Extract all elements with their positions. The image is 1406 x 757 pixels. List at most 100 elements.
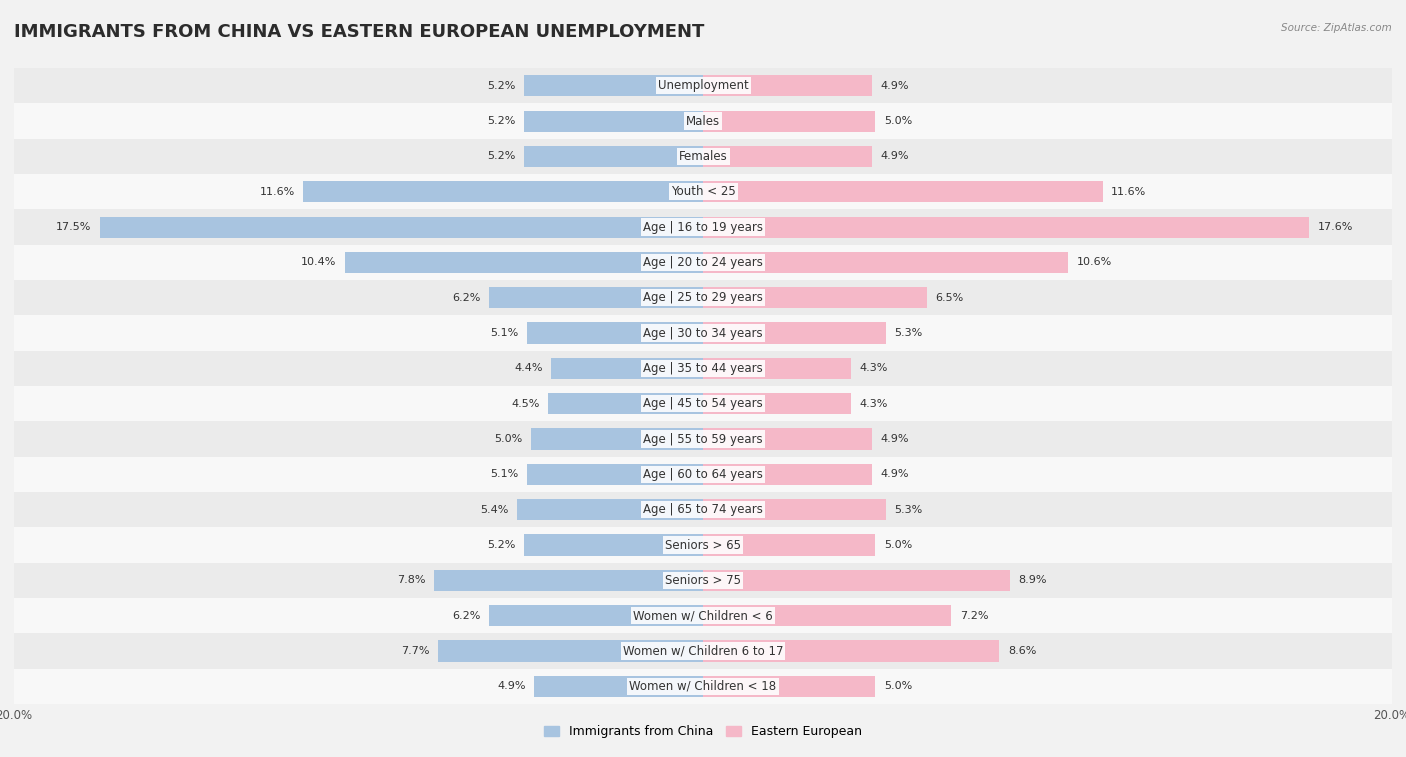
Text: IMMIGRANTS FROM CHINA VS EASTERN EUROPEAN UNEMPLOYMENT: IMMIGRANTS FROM CHINA VS EASTERN EUROPEA… [14,23,704,41]
Bar [14,634,1392,668]
Text: 7.7%: 7.7% [401,646,429,656]
Bar [703,252,1069,273]
Text: 4.9%: 4.9% [880,151,908,161]
Bar [703,640,1000,662]
Bar [534,676,703,697]
Text: Age | 25 to 29 years: Age | 25 to 29 years [643,291,763,304]
Text: Source: ZipAtlas.com: Source: ZipAtlas.com [1281,23,1392,33]
Text: 10.4%: 10.4% [301,257,336,267]
Text: 5.2%: 5.2% [486,540,515,550]
Bar [703,570,1010,591]
Text: Age | 55 to 59 years: Age | 55 to 59 years [643,432,763,446]
Bar [14,456,1392,492]
Text: Age | 20 to 24 years: Age | 20 to 24 years [643,256,763,269]
Text: 5.2%: 5.2% [486,81,515,91]
Text: 6.5%: 6.5% [935,293,963,303]
Bar [524,111,703,132]
Text: Females: Females [679,150,727,163]
Bar [14,139,1392,174]
Text: 17.6%: 17.6% [1317,222,1353,232]
Bar [14,68,1392,104]
Text: 11.6%: 11.6% [1111,187,1146,197]
Text: Age | 65 to 74 years: Age | 65 to 74 years [643,503,763,516]
Text: 5.3%: 5.3% [894,505,922,515]
Bar [14,598,1392,634]
Bar [14,562,1392,598]
Bar [437,640,703,662]
Text: 5.0%: 5.0% [494,434,522,444]
Text: 4.9%: 4.9% [880,434,908,444]
Text: 4.9%: 4.9% [880,81,908,91]
Text: Age | 35 to 44 years: Age | 35 to 44 years [643,362,763,375]
Text: 4.9%: 4.9% [880,469,908,479]
Text: 5.2%: 5.2% [486,151,515,161]
Text: 6.2%: 6.2% [453,293,481,303]
Bar [489,287,703,308]
Text: Unemployment: Unemployment [658,79,748,92]
Bar [703,605,950,626]
Bar [703,393,851,414]
Bar [551,358,703,379]
Bar [14,668,1392,704]
Text: Males: Males [686,114,720,128]
Bar [703,322,886,344]
Text: 6.2%: 6.2% [453,611,481,621]
Text: 5.0%: 5.0% [884,540,912,550]
Text: 5.2%: 5.2% [486,116,515,126]
Text: 11.6%: 11.6% [260,187,295,197]
Text: 5.1%: 5.1% [491,469,519,479]
Bar [304,181,703,202]
Bar [703,358,851,379]
Bar [489,605,703,626]
Bar [703,464,872,485]
Text: Seniors > 65: Seniors > 65 [665,538,741,552]
Text: 5.0%: 5.0% [884,681,912,691]
Bar [14,386,1392,422]
Text: Youth < 25: Youth < 25 [671,185,735,198]
Bar [14,280,1392,316]
Text: 4.3%: 4.3% [859,399,889,409]
Legend: Immigrants from China, Eastern European: Immigrants from China, Eastern European [538,720,868,743]
Bar [14,210,1392,245]
Text: 7.8%: 7.8% [398,575,426,585]
Bar [14,492,1392,528]
Bar [14,245,1392,280]
Text: 8.6%: 8.6% [1008,646,1036,656]
Bar [531,428,703,450]
Text: 5.4%: 5.4% [479,505,509,515]
Bar [703,499,886,520]
Bar [100,217,703,238]
Text: Seniors > 75: Seniors > 75 [665,574,741,587]
Bar [548,393,703,414]
Text: 17.5%: 17.5% [56,222,91,232]
Bar [527,322,703,344]
Bar [527,464,703,485]
Bar [14,528,1392,562]
Text: Women w/ Children < 18: Women w/ Children < 18 [630,680,776,693]
Bar [703,217,1309,238]
Bar [703,111,875,132]
Bar [703,287,927,308]
Bar [14,422,1392,456]
Bar [524,534,703,556]
Bar [703,181,1102,202]
Text: Age | 16 to 19 years: Age | 16 to 19 years [643,220,763,234]
Text: 4.3%: 4.3% [859,363,889,373]
Bar [14,104,1392,139]
Bar [14,350,1392,386]
Text: 5.0%: 5.0% [884,116,912,126]
Bar [703,75,872,96]
Text: Women w/ Children < 6: Women w/ Children < 6 [633,609,773,622]
Text: 7.2%: 7.2% [960,611,988,621]
Text: 5.3%: 5.3% [894,328,922,338]
Bar [434,570,703,591]
Bar [14,316,1392,350]
Text: Age | 60 to 64 years: Age | 60 to 64 years [643,468,763,481]
Text: Age | 45 to 54 years: Age | 45 to 54 years [643,397,763,410]
Text: 4.9%: 4.9% [498,681,526,691]
Bar [524,75,703,96]
Bar [14,174,1392,210]
Text: Women w/ Children 6 to 17: Women w/ Children 6 to 17 [623,644,783,658]
Bar [344,252,703,273]
Bar [703,146,872,167]
